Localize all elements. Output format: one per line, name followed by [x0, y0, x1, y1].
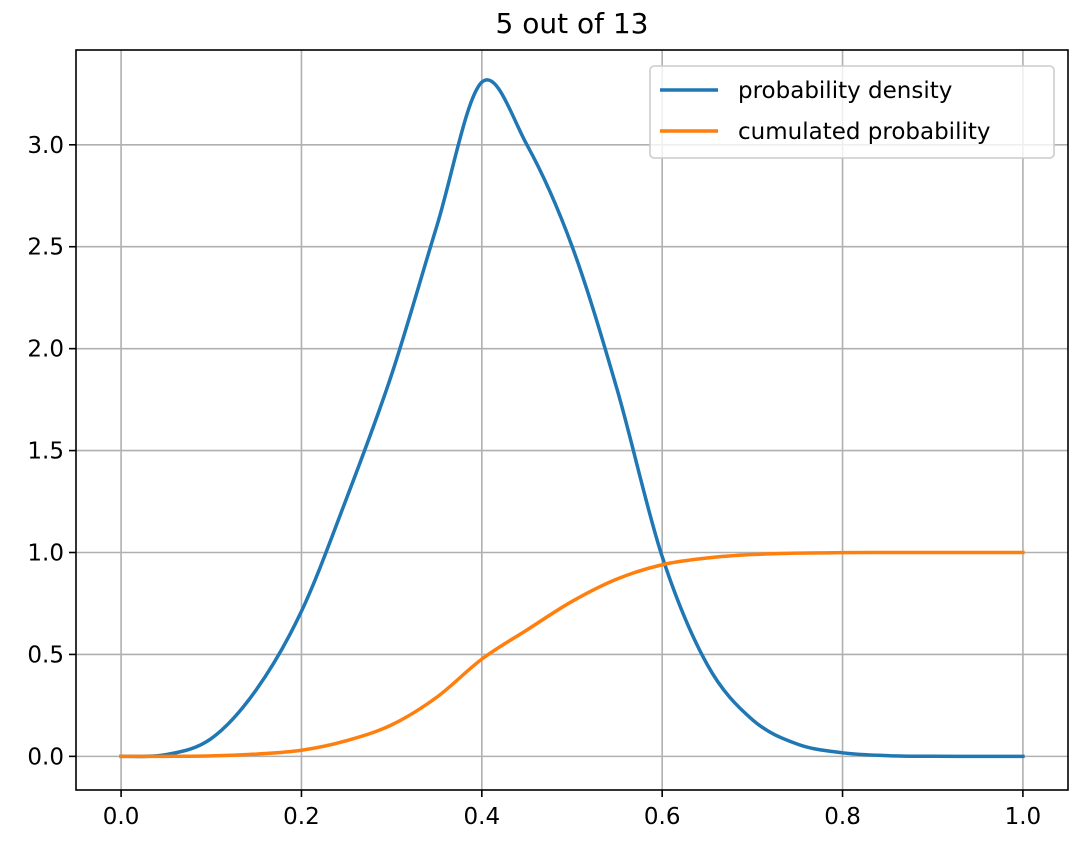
- x-tick-label-5: 1.0: [1005, 804, 1042, 830]
- legend-box: [649, 65, 1055, 159]
- legend: probability density cumulated probability: [649, 65, 1055, 159]
- series-line-0: [119, 78, 1025, 759]
- x-tick-label-1: 0.2: [283, 804, 320, 830]
- x-tick-label-2: 0.4: [464, 804, 501, 830]
- y-tick-label-6: 3.0: [27, 133, 64, 159]
- plot-frame: [75, 49, 1069, 791]
- y-tick-label-1: 0.5: [27, 642, 64, 668]
- y-tick-label-3: 1.5: [27, 439, 64, 465]
- axis-ticks: 0.0 0.2 0.4 0.6 0.8 1.0 0.0 0.5 1.0 1.5 2.0 2.5 3.0: [27, 133, 1041, 830]
- series-line-1: [119, 550, 1025, 759]
- chart-title: 5 out of 13: [496, 7, 649, 40]
- y-tick-label-4: 2.0: [27, 337, 64, 363]
- y-tick-label-0: 0.0: [27, 744, 64, 770]
- x-tick-label-4: 0.8: [824, 804, 861, 830]
- y-tick-label-2: 1.0: [27, 541, 64, 567]
- legend-label-1: cumulated probability: [738, 119, 990, 145]
- series-lines: [119, 78, 1025, 759]
- grid: [76, 50, 1068, 790]
- x-tick-label-0: 0.0: [103, 804, 140, 830]
- y-tick-label-5: 2.5: [27, 235, 64, 261]
- legend-label-0: probability density: [738, 78, 952, 104]
- x-tick-label-3: 0.6: [644, 804, 681, 830]
